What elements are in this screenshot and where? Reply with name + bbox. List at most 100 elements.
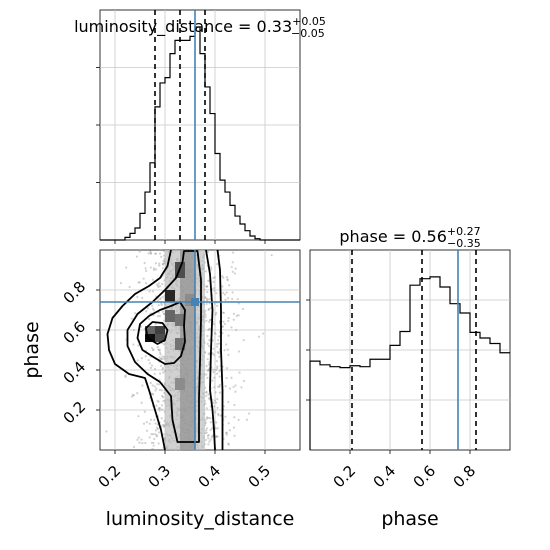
joint-scatter-point (231, 291, 234, 294)
joint-scatter-point (137, 344, 140, 347)
joint-contour-1 (136, 301, 186, 365)
joint-scatter-point (154, 429, 158, 432)
joint-scatter-point (156, 283, 159, 286)
joint-scatter-point (215, 435, 218, 438)
joint-scatter-point (207, 368, 210, 371)
joint-scatter-point (216, 435, 219, 438)
joint-scatter-point (134, 312, 137, 315)
joint-scatter-point (212, 323, 216, 326)
joint-scatter-point (214, 411, 217, 414)
joint-scatter-point (215, 304, 219, 307)
joint-scatter-point (215, 311, 218, 314)
joint-scatter-point (161, 267, 164, 270)
joint-scatter-point (231, 261, 234, 264)
x-axis-label: luminosity_distance (106, 508, 295, 530)
joint-scatter-point (209, 417, 212, 420)
joint-scatter-point (155, 426, 159, 429)
joint-scatter-point (154, 322, 157, 326)
joint-scatter-point (162, 250, 166, 253)
joint-scatter-point (216, 262, 219, 266)
phase-hist-xtick-label-2: 0.6 (410, 462, 440, 492)
joint-scatter-point (130, 317, 133, 320)
joint-scatter-point (208, 339, 211, 342)
joint-scatter-point (149, 418, 153, 421)
joint-scatter-point (138, 441, 141, 444)
phase-hist-xtick-label-1: 0.4 (370, 462, 400, 492)
joint-scatter-point (216, 342, 219, 346)
joint-scatter-point (161, 408, 164, 411)
joint-scatter-point (156, 427, 160, 431)
joint-scatter-point (232, 318, 235, 321)
joint-scatter-point (135, 255, 139, 258)
joint-scatter-point (136, 359, 139, 362)
joint-scatter-point (156, 315, 160, 318)
joint-density-cell-1 (155, 334, 165, 342)
joint-scatter-point (221, 275, 224, 278)
joint-scatter-point (156, 399, 159, 402)
joint-scatter-point (219, 414, 223, 417)
phase-histogram-ticks: 0.2 0.4 0.6 0.8 (306, 299, 479, 492)
joint-scatter-point (248, 412, 251, 415)
phase-histogram-step (309, 276, 510, 450)
joint-scatter-point (231, 297, 234, 301)
joint-scatter-point (161, 396, 165, 399)
luminosity-distance-quantile-lines (154, 10, 206, 240)
joint-scatter-point (240, 386, 243, 389)
joint-scatter-point (206, 369, 209, 372)
joint-scatter-point (205, 407, 208, 410)
joint-scatter-point (161, 424, 164, 427)
joint-scatter-point (212, 401, 215, 404)
joint-scatter-point (205, 427, 209, 430)
joint-density-cell-7 (175, 314, 185, 326)
joint-scatter-point (207, 308, 210, 311)
joint-scatter-point (119, 282, 123, 285)
joint-scatter-point (211, 435, 214, 438)
joint-scatter-point (150, 346, 154, 350)
joint-scatter-point (212, 276, 215, 279)
joint-scatter-point (207, 307, 211, 311)
joint-scatter-point (238, 448, 241, 452)
joint-scatter-point (222, 276, 225, 279)
joint-scatter-point (225, 343, 228, 346)
joint-scatter-point (208, 320, 211, 323)
joint-scatter-point (161, 394, 164, 397)
luminosity-distance-title-upper-error: +0.05 (292, 15, 326, 28)
joint-scatter-point (141, 384, 144, 387)
joint-scatter-point (208, 318, 212, 322)
luminosity-distance-histogram-step (100, 26, 300, 241)
joint-scatter-point (232, 312, 236, 315)
joint-scatter-point (226, 348, 229, 351)
joint-scatter-point (144, 441, 147, 445)
joint-scatter-point (218, 335, 221, 338)
joint-scatter-point (161, 366, 165, 370)
joint-scatter-point (138, 281, 141, 284)
joint-scatter-point (212, 370, 215, 374)
joint-scatter-point (213, 405, 216, 408)
joint-scatter-point (163, 391, 166, 395)
joint-scatter-point (215, 421, 218, 424)
y-axis-label: phase (21, 321, 43, 378)
joint-scatter-point (208, 440, 211, 443)
joint-scatter-point (132, 445, 136, 449)
joint-y-ticks: 0.2 0.4 0.6 0.8 (60, 278, 100, 427)
joint-scatter-point (209, 268, 213, 271)
joint-scatter-point (212, 280, 215, 283)
joint-scatter-point (205, 285, 209, 288)
joint-scatter-point (158, 407, 162, 410)
joint-scatter-point (225, 431, 228, 434)
joint-scatter-point (213, 331, 217, 334)
joint-contour-5 (216, 249, 224, 450)
joint-scatter-point (242, 379, 246, 383)
joint-scatter-point (214, 391, 217, 394)
joint-scatter-point (148, 317, 151, 320)
joint-scatter-point (222, 320, 225, 323)
joint-scatter-point (150, 432, 153, 436)
joint-scatter-point (144, 267, 147, 270)
joint-scatter-point (214, 427, 217, 430)
joint-density-cell-9 (185, 294, 195, 306)
joint-scatter-point (213, 386, 216, 389)
joint-scatter-point (153, 437, 156, 441)
joint-scatter-point (149, 252, 153, 255)
joint-scatter-point (151, 278, 155, 282)
joint-scatter-point (218, 370, 221, 373)
